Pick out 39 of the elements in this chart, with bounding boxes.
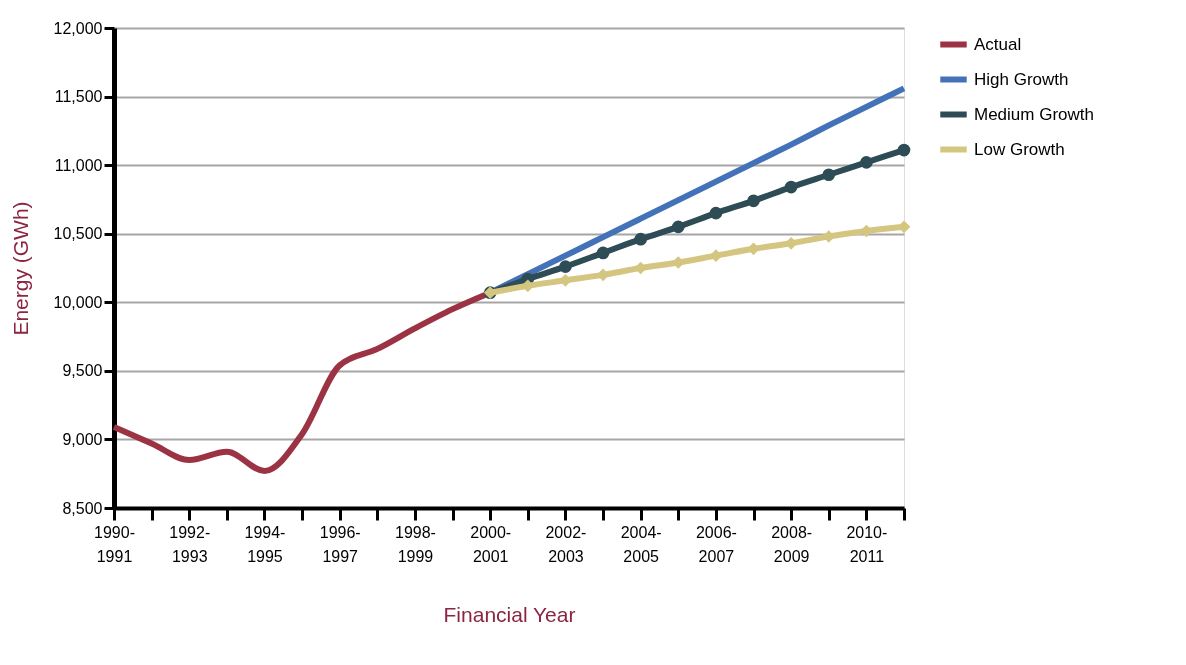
point [747, 194, 760, 208]
legend-label: Medium Growth [974, 104, 1094, 124]
y-tick-label: 9,000 [62, 430, 103, 448]
point [860, 224, 873, 238]
point [709, 206, 723, 220]
x-tick-label: 1992-1993 [169, 523, 211, 565]
x-tick-label: 2006-2007 [695, 523, 737, 565]
legend-label: Actual [974, 34, 1022, 54]
y-tick-label: 11,000 [54, 156, 103, 174]
x-axis-title: Financial Year [443, 602, 576, 626]
x-tick-label: 1994-1995 [244, 523, 286, 565]
y-axis-title: Energy (GWh) [8, 201, 32, 336]
point [897, 143, 911, 157]
legend-label: Low Growth [974, 139, 1065, 159]
point [747, 242, 760, 256]
y-tick-label: 9,500 [62, 362, 103, 380]
point [709, 249, 723, 262]
x-tick-label: 2008-2009 [771, 523, 813, 565]
point [596, 246, 610, 260]
point [822, 168, 836, 182]
y-tick-label: 10,000 [53, 293, 103, 311]
y-tick-label: 12,000 [53, 19, 103, 37]
point [559, 260, 572, 273]
x-tick-label: 2002-2003 [545, 523, 587, 565]
x-tick-label: 2000-2001 [470, 523, 512, 565]
x-tick-label: 2004-2005 [620, 523, 662, 565]
x-tick-label: 2010-2011 [846, 523, 888, 565]
point [784, 180, 798, 194]
legend-label: High Growth [974, 69, 1069, 89]
y-tick-label: 11,500 [54, 88, 103, 106]
y-tick-label: 10,500 [53, 225, 103, 243]
y-tick-label: 8,500 [62, 499, 103, 517]
point [860, 156, 873, 169]
point [671, 220, 685, 234]
x-tick-label: 1998-1999 [394, 523, 436, 565]
point [634, 261, 647, 275]
point [634, 232, 647, 246]
x-tick-label: 1996-1997 [319, 523, 361, 565]
x-tick-label: 1990-1991 [94, 523, 135, 565]
